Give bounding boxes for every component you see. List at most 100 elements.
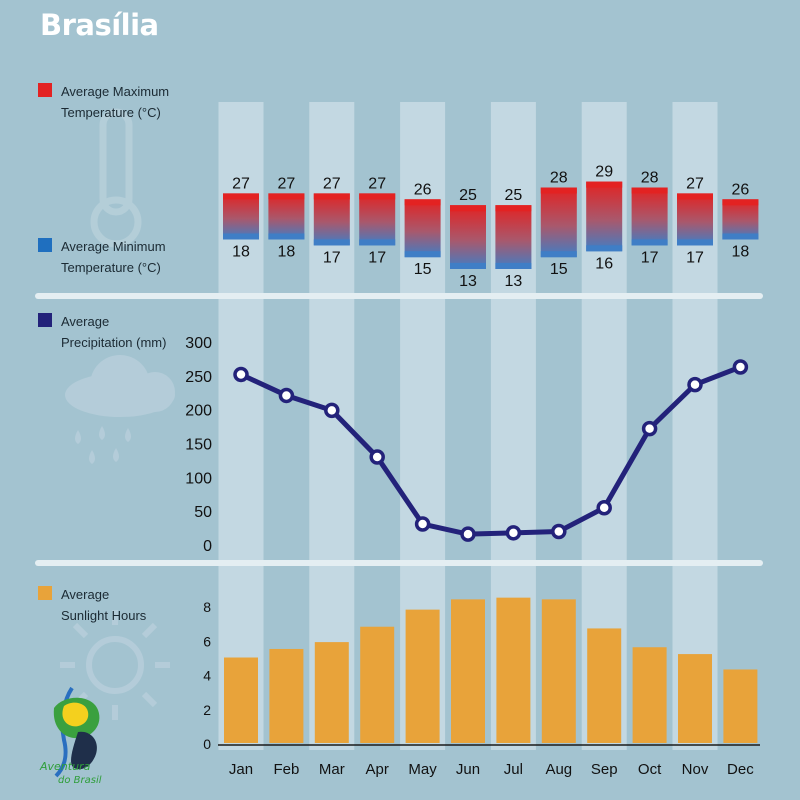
logo-text-do-brasil: do Brasil — [58, 775, 102, 786]
min-temp-label-nov: 17 — [686, 249, 704, 266]
precip-ytick-200: 200 — [185, 403, 212, 420]
temp-bar-min-cap-feb — [268, 233, 305, 240]
precip-point-jun — [460, 526, 476, 542]
month-label-jul: Jul — [504, 761, 523, 778]
legend-sun-line1: Average — [61, 587, 110, 602]
month-label-apr: Apr — [366, 761, 389, 778]
precip-point-nov — [687, 376, 703, 393]
temp-bar-min-cap-nov — [677, 239, 713, 246]
max-temp-label-apr: 27 — [368, 175, 386, 192]
legend-swatch-min — [38, 238, 52, 252]
temp-bar-oct — [631, 187, 668, 246]
temp-bar-max-cap-dec — [722, 199, 759, 206]
legend-max-line1: Average Maximum — [61, 84, 170, 99]
precip-point-oct — [641, 420, 658, 437]
temp-bar-max-cap-jul — [495, 205, 532, 212]
min-temp-label-feb: 18 — [278, 244, 296, 261]
temp-bar-nov — [677, 193, 713, 246]
sun-ytick-0: 0 — [203, 736, 211, 752]
legend-precip-line1: Average — [61, 314, 110, 329]
legend-min-line1: Average Minimum — [61, 239, 166, 254]
temp-bar-max-cap-oct — [631, 187, 668, 194]
legend-swatch-max — [38, 83, 52, 97]
legend-max-line2: Temperature (°C) — [61, 105, 161, 120]
sun-ytick-6: 6 — [203, 633, 211, 649]
month-label-may: May — [408, 761, 437, 778]
legend-min-temperature: Average Minimum Temperature (°C) — [38, 236, 166, 278]
temp-bar-max-cap-may — [404, 199, 441, 206]
temp-bar-dec — [722, 199, 759, 240]
month-label-mar: Mar — [319, 761, 345, 778]
temp-bar-max-cap-mar — [313, 193, 350, 200]
temp-bar-max-cap-jun — [450, 205, 486, 212]
legend-sunlight: Average Sunlight Hours — [38, 584, 146, 626]
sun-bar-mar — [314, 642, 349, 743]
temp-bar-min-cap-aug — [540, 251, 577, 258]
min-temp-label-mar: 17 — [323, 249, 341, 266]
precip-point-jul — [505, 525, 522, 541]
max-temp-label-oct: 28 — [641, 170, 659, 187]
temp-bar-mar — [313, 193, 350, 246]
precip-point-jan — [233, 366, 249, 383]
month-label-nov: Nov — [682, 761, 709, 778]
precip-point-apr — [369, 449, 385, 465]
temp-bar-jun — [450, 205, 486, 269]
temp-bar-min-cap-jun — [450, 263, 486, 269]
precip-ytick-50: 50 — [194, 504, 212, 521]
max-temp-label-dec: 26 — [732, 181, 750, 198]
precip-point-may — [414, 516, 431, 532]
month-label-aug: Aug — [545, 761, 572, 778]
min-temp-label-aug: 15 — [550, 261, 568, 278]
min-temp-label-jun: 13 — [459, 273, 477, 290]
sun-bar-aug — [541, 599, 576, 743]
max-temp-label-jul: 25 — [505, 187, 523, 204]
month-label-sep: Sep — [591, 761, 618, 778]
legend-precip-line2: Precipitation (mm) — [61, 335, 167, 350]
thermometer-icon — [90, 108, 142, 248]
month-label-dec: Dec — [727, 761, 754, 778]
sun-bar-sep — [587, 628, 622, 743]
temp-bar-apr — [359, 193, 396, 246]
month-label-oct: Oct — [638, 761, 662, 778]
sun-bar-dec — [723, 669, 758, 743]
max-temp-label-may: 26 — [414, 181, 432, 198]
legend-swatch-sun — [38, 586, 52, 600]
legend-min-line2: Temperature (°C) — [61, 260, 161, 275]
sun-bar-feb — [269, 648, 304, 743]
month-label-jan: Jan — [229, 761, 253, 778]
max-temp-label-jan: 27 — [232, 175, 250, 192]
temp-bar-min-cap-jan — [223, 233, 259, 240]
temp-bar-min-cap-mar — [313, 239, 350, 246]
logo-text-aventura: Aventura — [40, 760, 91, 773]
temp-bar-jul — [495, 205, 532, 269]
sun-ytick-2: 2 — [203, 702, 211, 718]
precip-point-feb — [278, 387, 295, 404]
sun-bar-apr — [360, 626, 395, 743]
sun-bar-jun — [451, 599, 485, 743]
month-label-feb: Feb — [273, 761, 299, 778]
temp-bar-max-cap-aug — [540, 187, 577, 194]
legend-sun-line2: Sunlight Hours — [61, 608, 147, 623]
min-temp-label-sep: 16 — [595, 255, 613, 272]
precip-point-dec — [732, 359, 749, 375]
precip-point-mar — [324, 402, 340, 419]
max-temp-label-sep: 29 — [595, 164, 613, 181]
precip-point-sep — [596, 500, 612, 516]
max-temp-label-mar: 27 — [323, 175, 341, 192]
temp-bar-max-cap-nov — [677, 193, 713, 200]
max-temp-label-nov: 27 — [686, 175, 704, 192]
min-temp-label-jul: 13 — [505, 273, 523, 290]
temp-bar-min-cap-jul — [495, 263, 532, 269]
sun-bar-jul — [496, 597, 531, 743]
precip-point-aug — [551, 523, 567, 540]
temp-bar-min-cap-apr — [359, 239, 396, 246]
max-temp-label-feb: 27 — [278, 175, 296, 192]
max-temp-label-aug: 28 — [550, 170, 568, 187]
legend-swatch-precip — [38, 313, 52, 327]
sun-bar-oct — [632, 647, 667, 743]
month-label-jun: Jun — [456, 761, 480, 778]
temp-bar-max-cap-apr — [359, 193, 396, 200]
precipitation-line — [239, 364, 742, 537]
legend-max-temperature: Average Maximum Temperature (°C) — [38, 81, 169, 123]
min-temp-label-may: 15 — [414, 261, 432, 278]
